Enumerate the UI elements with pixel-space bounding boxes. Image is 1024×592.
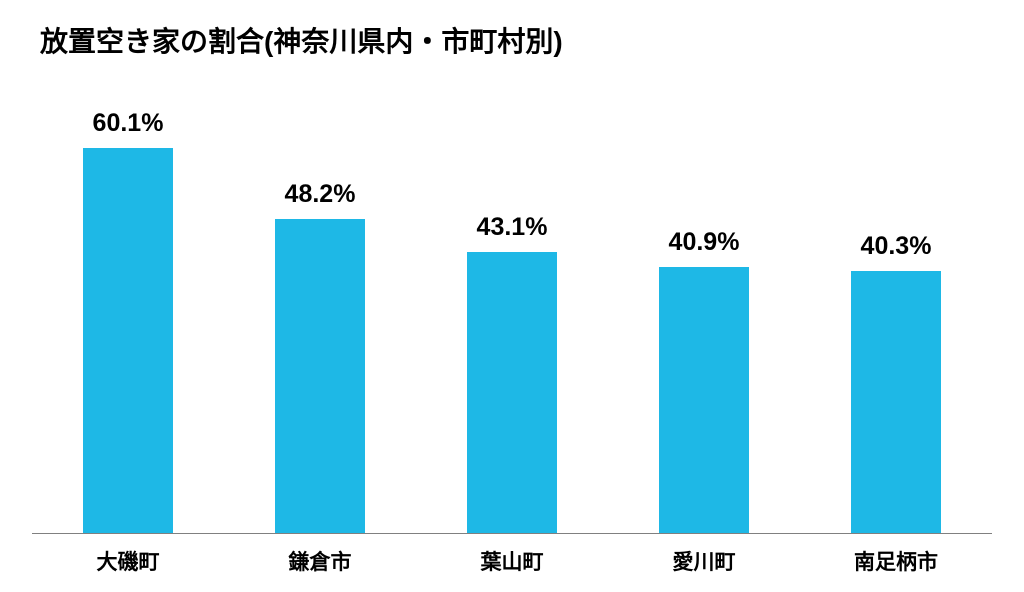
value-label-2: 43.1%	[477, 213, 548, 242]
bar-1	[275, 219, 365, 534]
chart-area: 60.1% 48.2% 43.1% 40.9% 40.3% 大磯町 鎌倉	[32, 64, 992, 584]
bar-group-2: 43.1%	[416, 109, 608, 534]
x-axis-labels: 大磯町 鎌倉市 葉山町 愛川町 南足柄市	[32, 546, 992, 576]
x-label-3: 愛川町	[608, 546, 800, 576]
x-label-0: 大磯町	[32, 546, 224, 576]
bar-group-3: 40.9%	[608, 109, 800, 534]
bar-group-0: 60.1%	[32, 109, 224, 534]
x-label-1: 鎌倉市	[224, 546, 416, 576]
bar-2	[467, 252, 557, 534]
value-label-4: 40.3%	[861, 232, 932, 261]
bars-container: 60.1% 48.2% 43.1% 40.9% 40.3%	[32, 109, 992, 534]
bar-group-1: 48.2%	[224, 109, 416, 534]
bar-0	[83, 148, 173, 534]
x-label-2: 葉山町	[416, 546, 608, 576]
chart-title: 放置空き家の割合(神奈川県内・市町村別)	[30, 20, 994, 60]
baseline	[32, 533, 992, 534]
x-label-4: 南足柄市	[800, 546, 992, 576]
bar-4	[851, 271, 941, 535]
bar-group-4: 40.3%	[800, 109, 992, 534]
value-label-3: 40.9%	[669, 228, 740, 257]
value-label-1: 48.2%	[285, 180, 356, 209]
plot-region: 60.1% 48.2% 43.1% 40.9% 40.3%	[32, 109, 992, 534]
bar-3	[659, 267, 749, 534]
value-label-0: 60.1%	[93, 109, 164, 138]
